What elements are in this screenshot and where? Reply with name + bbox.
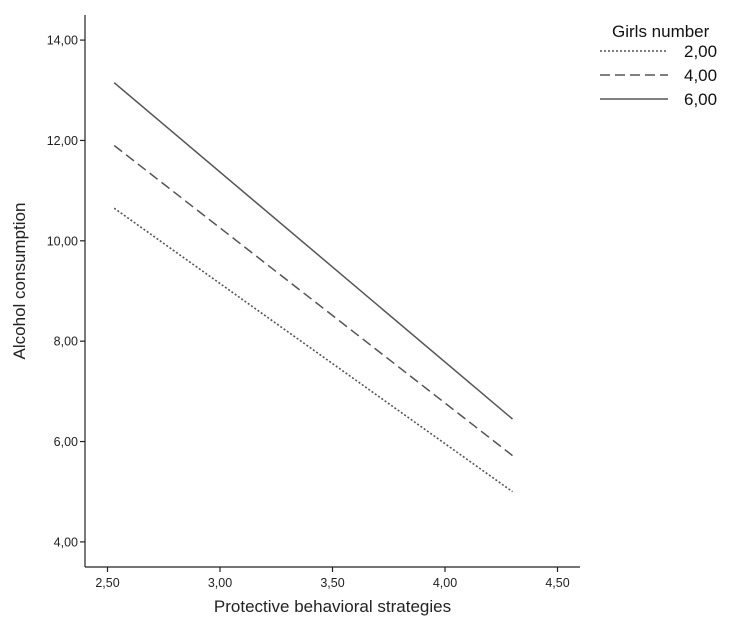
y-tick-label: 8,00 — [54, 335, 78, 349]
legend-items: 2,00 4,00 6,00 — [600, 42, 717, 109]
y-tick-label: 12,00 — [47, 134, 78, 148]
x-tick-label: 4,50 — [545, 576, 569, 590]
x-axis-title: Protective behavioral strategies — [214, 597, 451, 616]
x-tick-label: 2,50 — [95, 576, 119, 590]
y-tick-label: 4,00 — [54, 535, 78, 549]
y-tick-label: 6,00 — [54, 435, 78, 449]
legend: Girls number 2,00 4,00 6,00 — [600, 22, 717, 109]
series-line-3 — [113, 82, 513, 420]
x-tick-label: 3,00 — [208, 576, 232, 590]
y-ticks: 4,00 6,00 8,00 10,00 12,00 14,00 — [47, 34, 85, 549]
legend-label: 2,00 — [684, 42, 717, 61]
legend-title: Girls number — [612, 22, 710, 41]
legend-label: 6,00 — [684, 90, 717, 109]
y-axis-title: Alcohol consumption — [10, 203, 29, 360]
y-tick-label: 10,00 — [47, 234, 78, 248]
legend-label: 4,00 — [684, 66, 717, 85]
x-tick-label: 3,50 — [320, 576, 344, 590]
series-lines — [113, 82, 513, 493]
x-tick-label: 4,00 — [433, 576, 457, 590]
y-tick-label: 14,00 — [47, 34, 78, 48]
axes — [84, 15, 580, 568]
series-line-1 — [113, 207, 513, 493]
x-ticks: 2,50 3,00 3,50 4,00 4,50 — [95, 567, 570, 590]
series-line-2 — [113, 144, 513, 457]
